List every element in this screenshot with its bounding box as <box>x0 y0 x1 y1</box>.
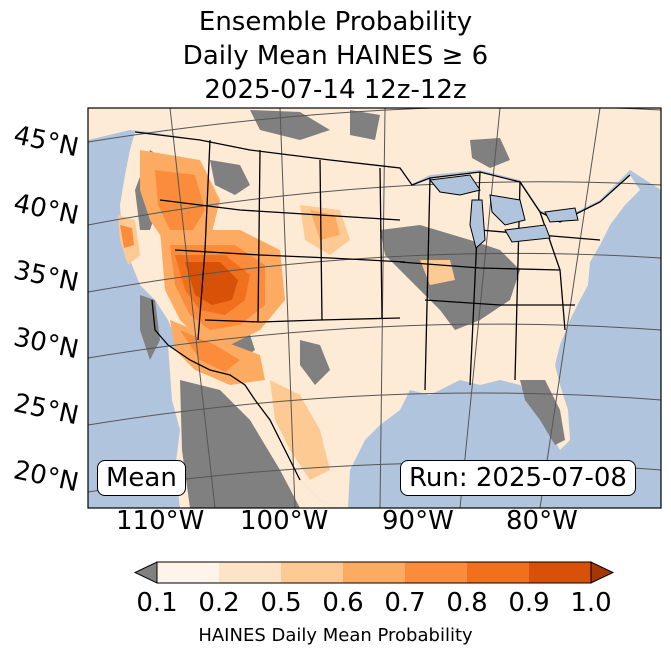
mean-label-box: Mean <box>97 460 186 496</box>
title-line-2: Daily Mean HAINES ≥ 6 <box>182 41 489 71</box>
colorbar-label: HAINES Daily Mean Probability <box>198 625 473 646</box>
canada-land <box>88 108 661 220</box>
lon-label-90: 90°W <box>382 506 454 536</box>
colorbar-segment <box>405 562 468 583</box>
colorbar-segment <box>157 562 220 583</box>
colorbar-tick-label: 0.2 <box>198 588 240 618</box>
colorbar-tick-label: 0.7 <box>384 588 426 618</box>
probability-field <box>118 150 455 480</box>
colorbar-segment <box>529 562 592 583</box>
conus-land <box>120 132 640 508</box>
great-lakes <box>429 174 579 249</box>
colorbar-segment <box>281 562 344 583</box>
colorbar-tick-label: 0.9 <box>508 588 550 618</box>
colorbar-over-arrow <box>590 561 615 584</box>
lon-label-80: 80°W <box>506 506 578 536</box>
lon-label-100: 100°W <box>240 506 329 536</box>
colorbar-under-arrow <box>133 561 158 584</box>
colorbar-tick-label: 0.6 <box>322 588 364 618</box>
colorbar-tick-label: 1.0 <box>570 588 612 618</box>
map-frame <box>87 107 662 509</box>
colorbar-tick-label: 0.8 <box>446 588 488 618</box>
colorbar-tick-label: 0.5 <box>260 588 302 618</box>
title-line-3: 2025-07-14 12z-12z <box>204 75 467 105</box>
colorbar-segment <box>343 562 406 583</box>
colorbar-segment <box>219 562 282 583</box>
colorbar-frame <box>156 561 592 584</box>
title-line-1: Ensemble Probability <box>198 7 473 37</box>
colorbar <box>133 561 615 584</box>
map-area <box>88 108 661 508</box>
colorbar-tick-label: 0.1 <box>136 588 178 618</box>
lon-label-110: 110°W <box>116 506 205 536</box>
colorbar-segment <box>467 562 530 583</box>
run-date-box: Run: 2025-07-08 <box>400 460 636 496</box>
